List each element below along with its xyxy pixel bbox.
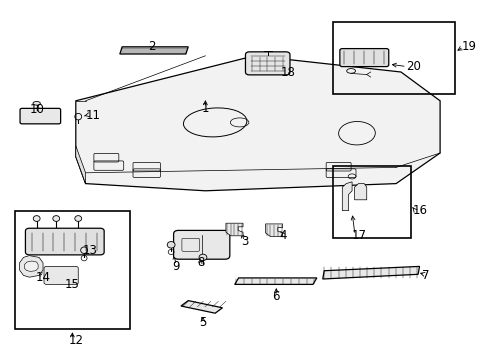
Text: 20: 20 bbox=[405, 60, 420, 73]
Text: 19: 19 bbox=[461, 40, 476, 53]
Text: 7: 7 bbox=[421, 269, 428, 282]
Polygon shape bbox=[265, 224, 282, 237]
Text: 1: 1 bbox=[201, 102, 209, 114]
Text: 12: 12 bbox=[68, 334, 83, 347]
Polygon shape bbox=[76, 146, 85, 184]
Text: 14: 14 bbox=[36, 271, 50, 284]
Bar bbox=[332, 166, 410, 238]
Ellipse shape bbox=[81, 247, 87, 253]
Text: 8: 8 bbox=[196, 256, 204, 269]
Text: 2: 2 bbox=[147, 40, 155, 53]
Polygon shape bbox=[354, 184, 366, 200]
Ellipse shape bbox=[33, 216, 40, 221]
Text: 3: 3 bbox=[240, 235, 248, 248]
FancyBboxPatch shape bbox=[25, 228, 104, 255]
Bar bbox=[15, 211, 129, 329]
Polygon shape bbox=[225, 223, 243, 236]
Polygon shape bbox=[181, 301, 222, 313]
Polygon shape bbox=[342, 182, 351, 211]
Ellipse shape bbox=[53, 216, 60, 221]
FancyBboxPatch shape bbox=[20, 108, 61, 124]
Text: 6: 6 bbox=[272, 291, 280, 303]
FancyBboxPatch shape bbox=[339, 49, 388, 67]
Ellipse shape bbox=[199, 254, 206, 261]
Text: 16: 16 bbox=[412, 204, 427, 217]
Polygon shape bbox=[24, 261, 38, 271]
FancyBboxPatch shape bbox=[173, 230, 229, 259]
Text: 9: 9 bbox=[172, 260, 180, 273]
Ellipse shape bbox=[33, 102, 40, 105]
Bar bbox=[332, 22, 454, 94]
Text: 18: 18 bbox=[281, 66, 295, 78]
Polygon shape bbox=[20, 256, 43, 277]
FancyBboxPatch shape bbox=[44, 266, 78, 284]
Polygon shape bbox=[234, 278, 316, 284]
Ellipse shape bbox=[167, 242, 175, 248]
FancyBboxPatch shape bbox=[245, 52, 289, 75]
Text: 15: 15 bbox=[65, 278, 80, 291]
Text: 17: 17 bbox=[351, 229, 366, 242]
Text: 13: 13 bbox=[83, 244, 98, 257]
Text: 4: 4 bbox=[279, 229, 287, 242]
Text: 5: 5 bbox=[199, 316, 206, 329]
Text: 10: 10 bbox=[29, 103, 44, 116]
Polygon shape bbox=[76, 56, 439, 191]
Polygon shape bbox=[322, 266, 419, 279]
Polygon shape bbox=[120, 47, 188, 54]
Text: 11: 11 bbox=[85, 109, 100, 122]
Ellipse shape bbox=[75, 216, 81, 221]
